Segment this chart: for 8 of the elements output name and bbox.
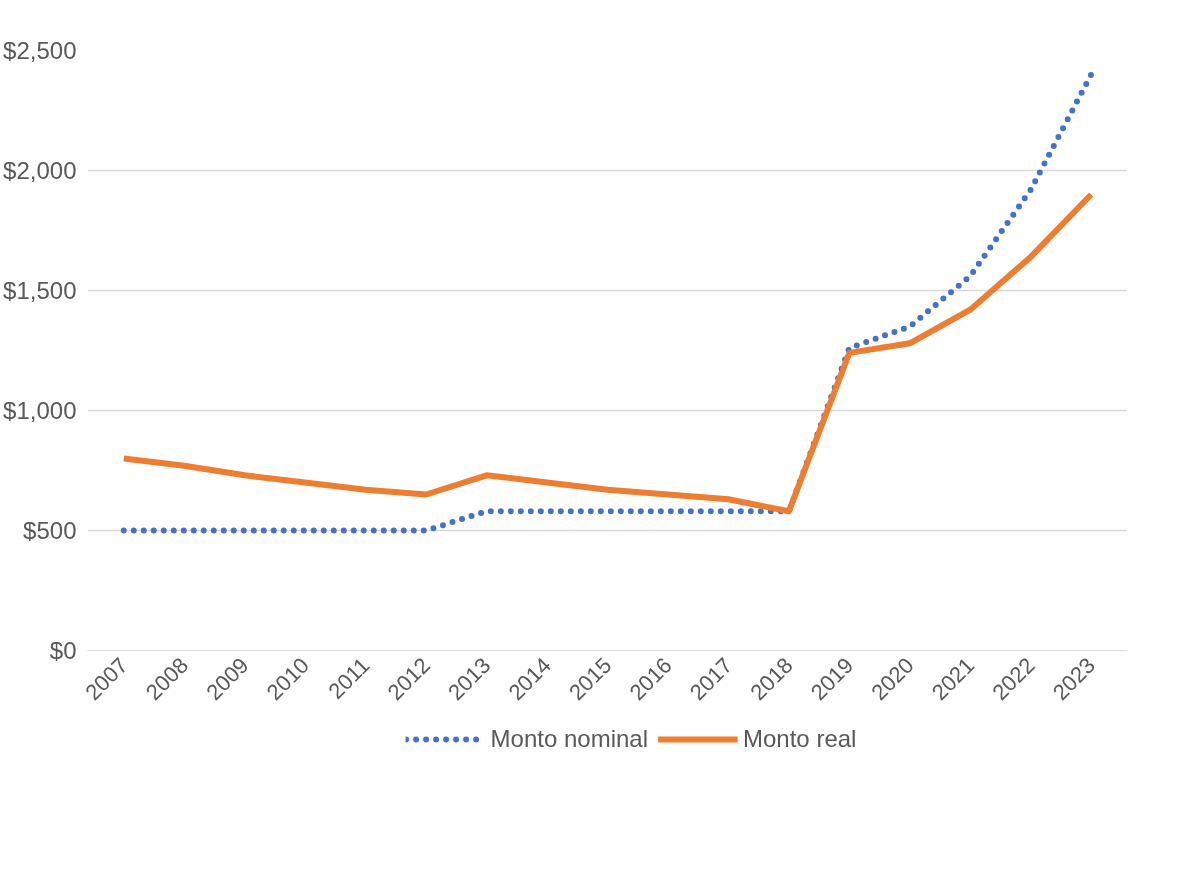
- legend-label: Monto nominal: [490, 725, 649, 753]
- y-tick-label: $0: [49, 637, 77, 664]
- y-tick-label: $500: [23, 517, 77, 544]
- y-tick-label: $2,500: [3, 37, 77, 64]
- y-tick-label: $2,000: [3, 157, 77, 184]
- y-tick-label: $1,500: [3, 277, 77, 304]
- y-tick-label: $1,000: [3, 397, 77, 424]
- legend-label: Monto real: [743, 725, 857, 753]
